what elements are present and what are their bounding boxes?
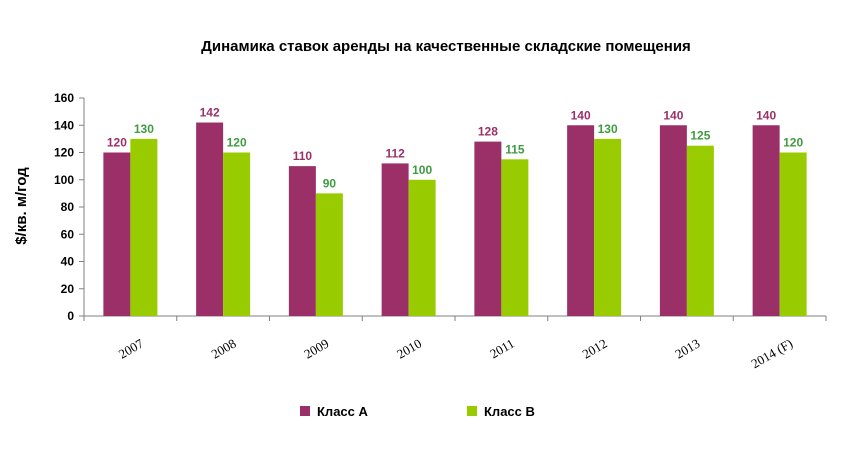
data-label: 120 (227, 136, 247, 150)
y-tick-label: 120 (54, 146, 74, 160)
x-tick-label: 2012 (580, 336, 610, 362)
y-tick-label: 160 (54, 91, 74, 105)
legend: Класс А Класс В (300, 404, 535, 419)
data-label: 125 (690, 129, 710, 143)
data-label: 115 (505, 142, 525, 156)
bar-class-b (501, 159, 529, 316)
bar-class-b (686, 145, 714, 316)
data-label: 128 (478, 125, 498, 139)
data-label: 130 (598, 122, 618, 136)
data-label: 90 (323, 176, 337, 190)
bar-class-b (223, 152, 251, 316)
data-label: 140 (663, 108, 683, 122)
y-tick-label: 140 (54, 118, 74, 132)
plot-area: 0 20 40 60 80 100 120 140 160 120 130 2007 142 120 200… (54, 91, 827, 372)
y-axis-label: $/кв. м/год (13, 167, 30, 245)
bar-class-b (594, 138, 622, 316)
data-label: 120 (783, 136, 803, 150)
bar-class-b (130, 138, 158, 316)
x-tick-label: 2009 (301, 336, 331, 362)
x-tick-label: 2011 (487, 336, 517, 362)
data-label: 130 (134, 122, 154, 136)
x-tick-label: 2014 (F) (749, 336, 796, 372)
y-tick-label: 100 (54, 173, 74, 187)
y-tick-label: 20 (61, 282, 75, 296)
chart-title: Динамика ставок аренды на качественные с… (201, 38, 691, 55)
data-label: 100 (412, 163, 432, 177)
x-tick-label: 2008 (209, 336, 239, 362)
bar-class-a (659, 125, 687, 316)
bar-class-b (315, 193, 343, 316)
data-label: 120 (107, 136, 127, 150)
y-tick-label: 60 (61, 227, 75, 241)
y-tick-label: 40 (61, 255, 75, 269)
x-tick-label: 2013 (672, 336, 702, 362)
legend-swatch-class-b (467, 406, 477, 416)
legend-swatch-class-a (300, 406, 310, 416)
data-label: 140 (756, 108, 776, 122)
data-label: 142 (200, 106, 220, 120)
bar-class-b (779, 152, 807, 316)
bar-class-a (381, 163, 409, 316)
legend-label-class-a: Класс А (317, 404, 368, 419)
y-tick-label: 0 (67, 309, 74, 323)
bar-class-a (474, 141, 502, 316)
data-label: 110 (293, 149, 313, 163)
bar-class-a (567, 125, 595, 316)
x-tick-label: 2010 (394, 336, 424, 362)
legend-label-class-b: Класс В (484, 404, 535, 419)
data-label: 140 (571, 108, 591, 122)
bar-class-a (103, 152, 131, 316)
bar-class-a (288, 166, 316, 316)
data-label: 112 (385, 146, 405, 160)
y-tick-label: 80 (61, 200, 75, 214)
x-tick-label: 2007 (116, 335, 146, 361)
bar-class-a (196, 122, 224, 317)
bar-class-a (752, 125, 780, 316)
bar-class-b (408, 179, 436, 316)
